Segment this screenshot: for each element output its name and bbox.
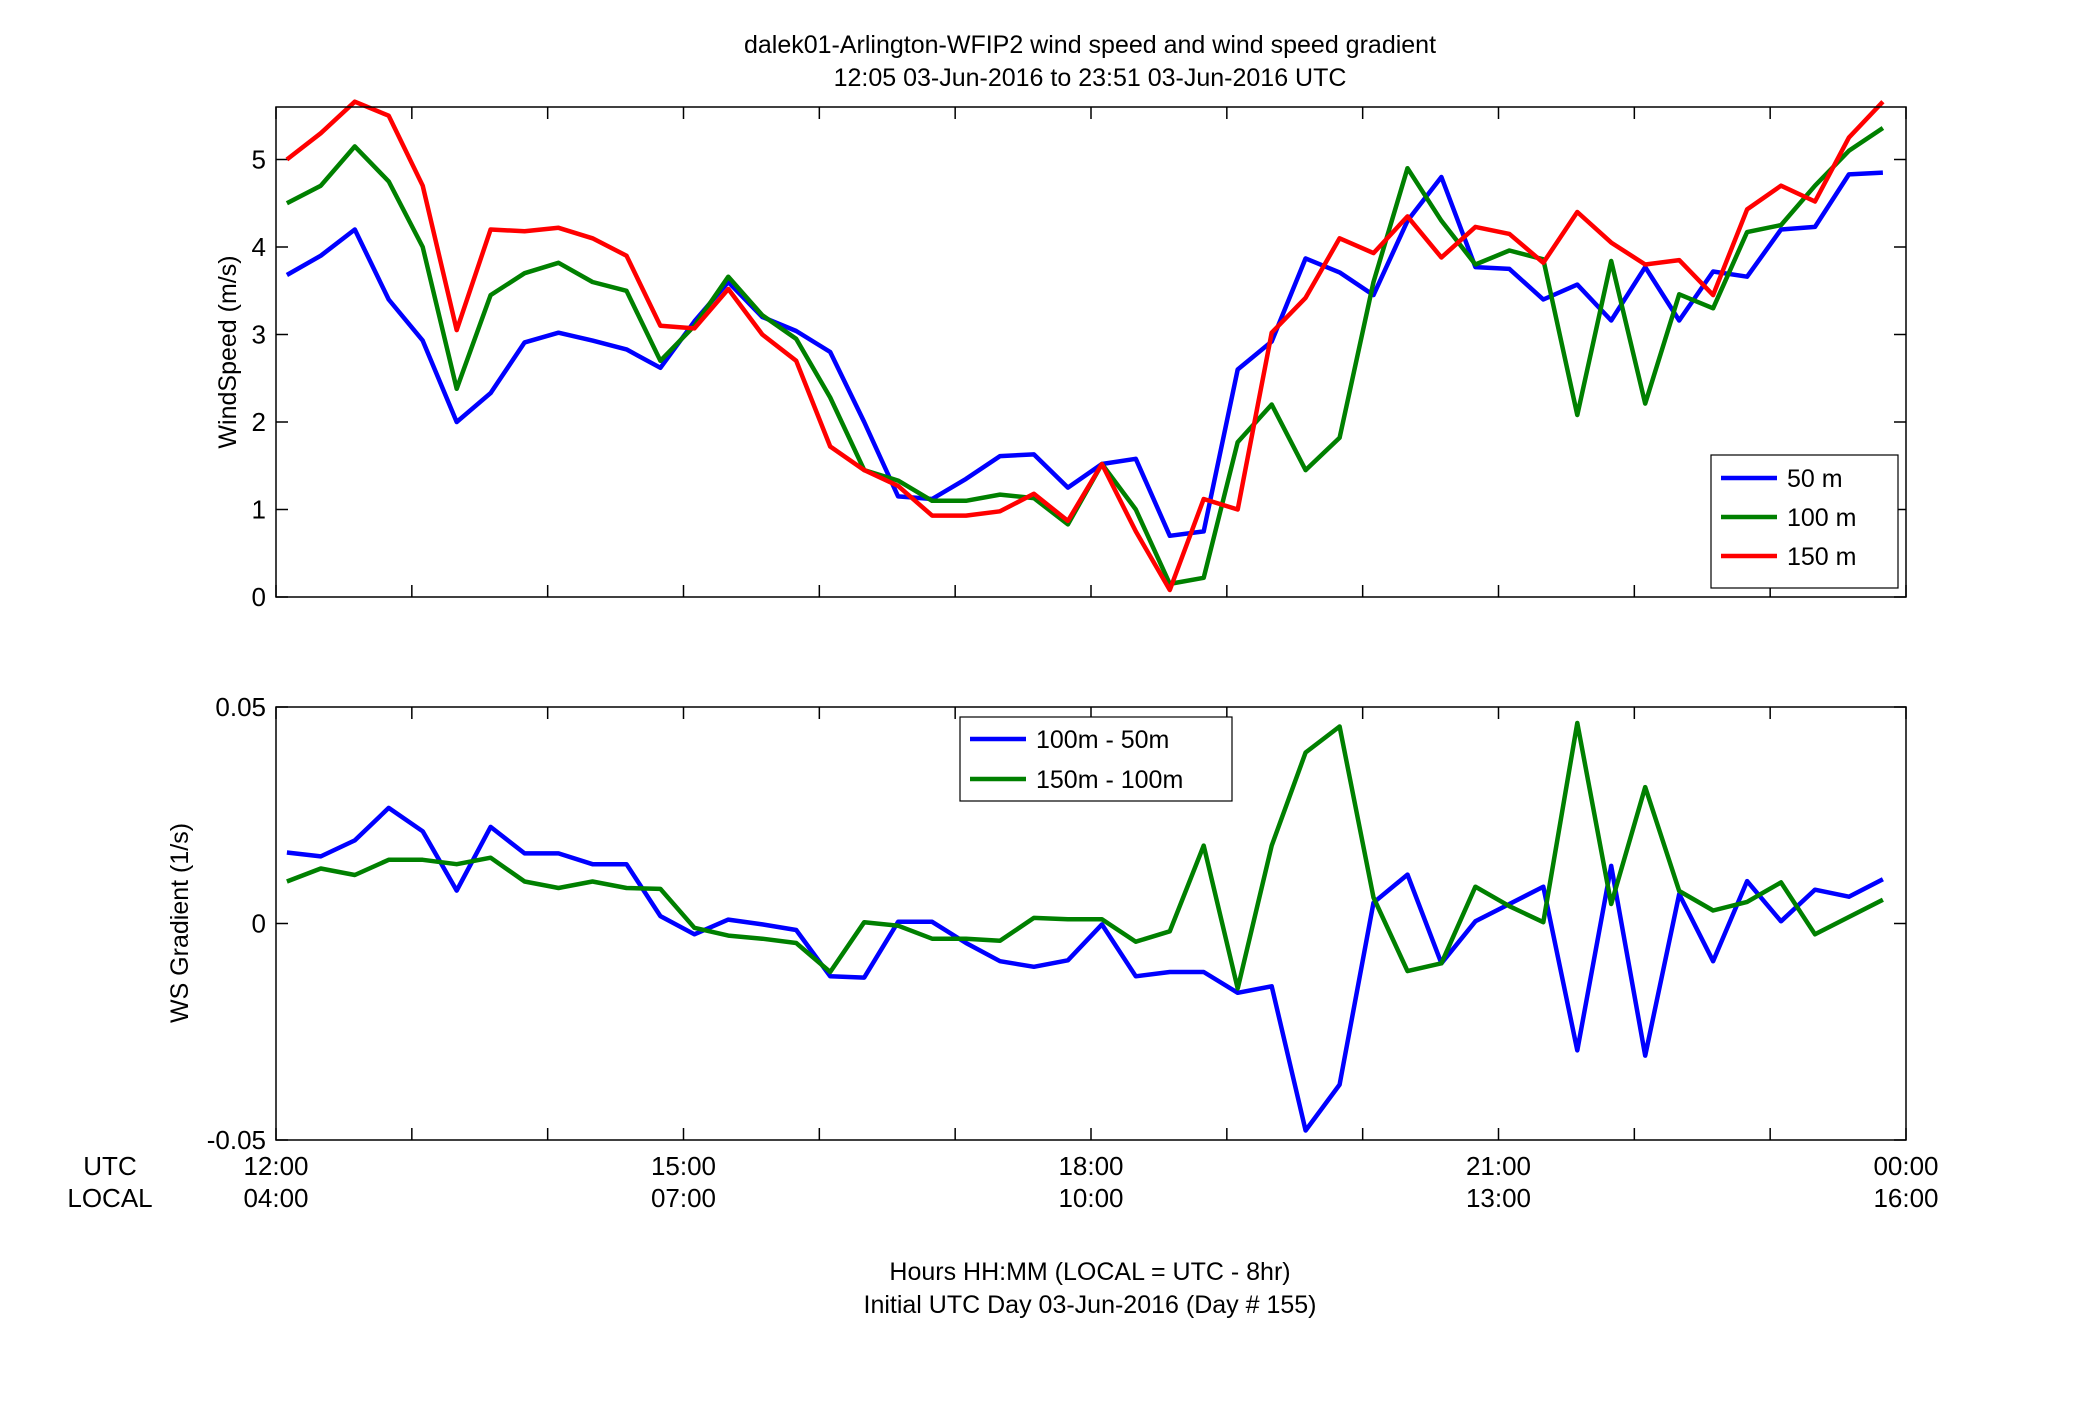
wind-speed-panel: 0 1 2 3 4 5 WindSpeed (m/s) 50 m 100 m 150 m	[214, 99, 1907, 612]
wind-speed-series-150-m	[285, 99, 1885, 593]
x-tick-label-utc: 18:00	[1058, 1151, 1123, 1181]
wind-speed-series-50-m	[285, 170, 1884, 539]
wind-speed-ytick-label: 3	[252, 320, 266, 350]
gradient-legend: 100m - 50m 150m - 100m	[959, 716, 1233, 802]
x-tick-label-local: 10:00	[1058, 1183, 1123, 1213]
chart-title-line1: dalek01-Arlington-WFIP2 wind speed and w…	[744, 31, 1436, 59]
x-row-local-label: LOCAL	[67, 1183, 152, 1213]
x-tick-label-utc: 21:00	[1466, 1151, 1531, 1181]
wind-speed-lines	[285, 99, 1885, 593]
x-tick-label-utc: 15:00	[651, 1151, 716, 1181]
x-axis-label-line2: Initial UTC Day 03-Jun-2016 (Day # 155)	[864, 1291, 1317, 1319]
gradient-series-150m-100m	[286, 720, 1884, 991]
x-tick-label-local: 13:00	[1466, 1183, 1531, 1213]
wind-speed-legend: 50 m 100 m 150 m	[1710, 454, 1899, 589]
wind-speed-legend-label: 100 m	[1787, 504, 1856, 532]
gradient-ytick-label: 0.05	[215, 692, 266, 722]
wind-speed-ytick-label: 0	[252, 582, 266, 612]
wind-speed-ylabel: WindSpeed (m/s)	[214, 255, 242, 448]
gradient-axes-box	[275, 706, 1907, 1141]
gradient-series-100m-50m	[286, 805, 1884, 1133]
x-tick-label-utc: 00:00	[1873, 1151, 1938, 1181]
wind-speed-ytick-label: 4	[252, 232, 266, 262]
wind-speed-axes-box	[275, 106, 1907, 598]
chart-title-line2: 12:05 03-Jun-2016 to 23:51 03-Jun-2016 U…	[834, 64, 1347, 92]
gradient-ylabel: WS Gradient (1/s)	[166, 823, 194, 1023]
x-tick-label-local: 16:00	[1873, 1183, 1938, 1213]
wind-speed-ticks: 0 1 2 3 4 5	[252, 107, 1907, 612]
wind-speed-ytick-label: 2	[252, 407, 266, 437]
x-tick-label-local: 07:00	[651, 1183, 716, 1213]
wind-speed-ytick-label: 1	[252, 495, 266, 525]
wind-speed-ytick-label: 5	[252, 145, 266, 175]
x-axis-label-line1: Hours HH:MM (LOCAL = UTC - 8hr)	[889, 1258, 1290, 1286]
gradient-ytick-label: 0	[252, 909, 266, 939]
wind-speed-legend-label: 50 m	[1787, 465, 1843, 493]
gradient-legend-label: 150m - 100m	[1036, 766, 1183, 794]
gradient-legend-label: 100m - 50m	[1036, 726, 1169, 754]
gradient-lines	[286, 720, 1884, 1133]
x-row-utc-label: UTC	[83, 1151, 136, 1181]
gradient-ytick-label: -0.05	[207, 1125, 266, 1155]
gradient-legend-box	[959, 716, 1233, 802]
x-tick-label-utc: 12:00	[243, 1151, 308, 1181]
x-tick-label-local: 04:00	[243, 1183, 308, 1213]
wind-speed-legend-label: 150 m	[1787, 543, 1856, 571]
